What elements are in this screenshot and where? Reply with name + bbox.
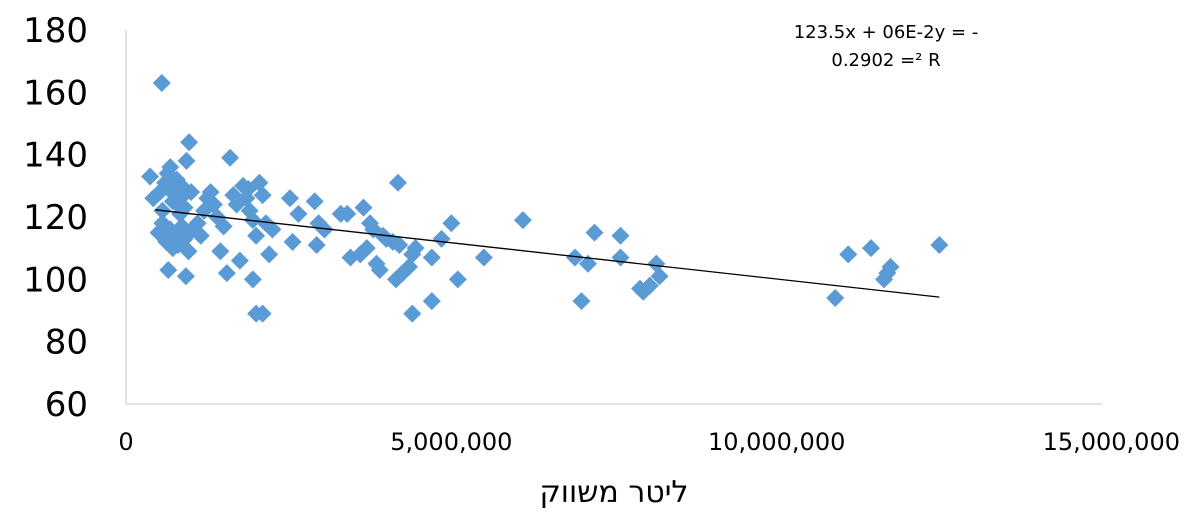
data-point [230, 251, 249, 270]
data-point [240, 201, 259, 220]
data-point [217, 264, 236, 283]
data-point [307, 236, 326, 255]
data-point [572, 292, 591, 311]
data-point [650, 267, 669, 286]
data-point [188, 214, 207, 233]
data-point [388, 173, 407, 192]
data-points [141, 73, 949, 323]
data-point [881, 257, 900, 276]
data-point [357, 239, 376, 258]
x-tick-label: 10,000,000 [708, 428, 845, 456]
data-point [161, 158, 180, 177]
data-point [180, 133, 199, 152]
data-point [585, 223, 604, 242]
data-point [305, 192, 324, 211]
data-point [247, 226, 266, 245]
data-point [370, 260, 389, 279]
y-tick-label: 160 [23, 73, 88, 113]
data-point [474, 248, 493, 267]
data-point [221, 148, 240, 167]
data-point [214, 217, 233, 236]
data-point [191, 226, 210, 245]
data-point [432, 229, 451, 248]
x-tick-label: 0 [118, 428, 133, 456]
data-point [179, 242, 198, 261]
data-point [826, 289, 845, 308]
data-point [354, 198, 373, 217]
data-point [862, 239, 881, 258]
data-point [243, 270, 262, 289]
data-point [263, 220, 282, 239]
data-point [283, 232, 302, 251]
data-point [565, 248, 584, 267]
data-point [211, 242, 230, 261]
data-point [280, 189, 299, 208]
data-point [177, 151, 196, 170]
data-point [176, 267, 195, 286]
y-tick-label: 100 [23, 260, 88, 300]
data-point [159, 260, 178, 279]
y-tick-label: 80 [45, 323, 88, 363]
trendline-equation-line1: 123.5x + 06E-2y = - [794, 22, 979, 43]
data-point [400, 257, 419, 276]
x-tick-label: 5,000,000 [390, 428, 512, 456]
y-tick-label: 180 [23, 11, 88, 51]
data-point [578, 254, 597, 273]
data-point [253, 304, 272, 323]
data-point [839, 245, 858, 264]
data-point [141, 167, 160, 186]
data-point [647, 254, 666, 273]
data-point [611, 248, 630, 267]
data-point [315, 220, 334, 239]
tick-labels: 60 80 100 120 140 160 180 0 5,000,000 10,000,000 1… [23, 11, 1180, 456]
data-point [422, 248, 441, 267]
data-point [422, 292, 441, 311]
data-point [448, 270, 467, 289]
y-tick-label: 140 [23, 136, 88, 176]
y-tick-label: 60 [45, 385, 88, 425]
data-point [403, 304, 422, 323]
trendline-equation-line2: 0.2902 =² R [831, 50, 940, 71]
data-point [201, 183, 220, 202]
axes [125, 30, 1102, 405]
data-point [239, 179, 258, 198]
y-tick-label: 120 [23, 198, 88, 238]
data-point [442, 214, 461, 233]
data-point [640, 276, 659, 295]
data-point [182, 183, 201, 202]
data-point [289, 204, 308, 223]
data-point [390, 236, 409, 255]
x-tick-label: 15,000,000 [1043, 428, 1180, 456]
data-point [152, 73, 171, 92]
data-point [253, 186, 272, 205]
data-point [611, 226, 630, 245]
data-point [260, 245, 279, 264]
trendline-group [155, 209, 940, 298]
data-point [930, 236, 949, 255]
data-point [513, 211, 532, 230]
data-point [338, 204, 357, 223]
x-axis-label: ליטר משווק [540, 475, 689, 510]
data-point [204, 195, 223, 214]
trendline [155, 209, 940, 298]
data-point [406, 239, 425, 258]
